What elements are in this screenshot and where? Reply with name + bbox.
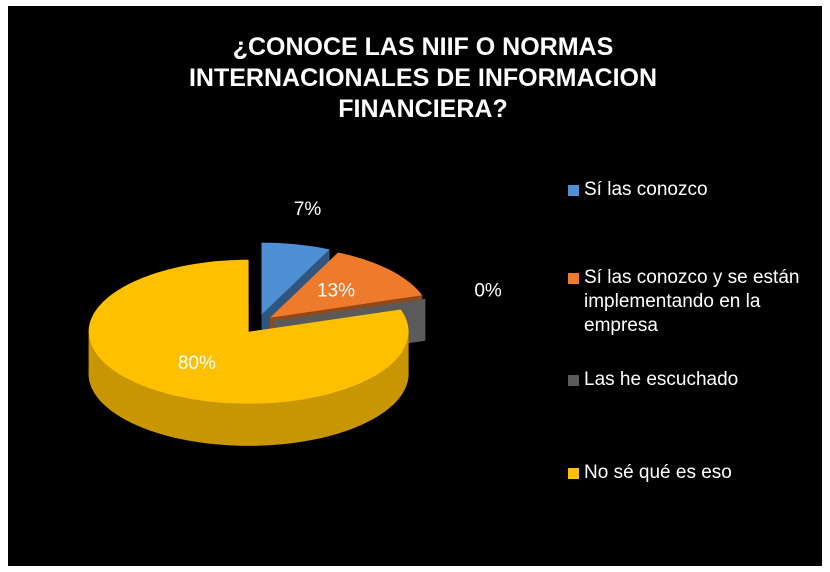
- legend-item: No sé qué es eso: [568, 461, 818, 485]
- legend-swatch: [568, 185, 579, 196]
- data-label: 13%: [317, 280, 355, 301]
- chart-title: ¿CONOCE LAS NIIF O NORMAS INTERNACIONALE…: [188, 33, 658, 123]
- slice: [88, 259, 409, 446]
- slice-top: [270, 252, 423, 318]
- legend-label: Sí las conozco y se están implementando …: [584, 267, 800, 336]
- plot: 7% 13% 0% 80%: [88, 199, 502, 446]
- legend-swatch: [568, 468, 579, 479]
- data-label: 7%: [294, 199, 322, 220]
- legend-swatch: [568, 273, 579, 284]
- slice-top: [261, 242, 330, 315]
- legend-label: Las he escuchado: [584, 369, 739, 390]
- legend-label: Sí las conozco: [584, 179, 708, 200]
- legend-label: No sé qué es eso: [584, 462, 732, 483]
- legend-item: Sí las conozco y se están implementando …: [568, 266, 818, 338]
- slice-side: [88, 331, 409, 446]
- slice-top: [88, 259, 409, 404]
- legend-item: Sí las conozco: [568, 178, 818, 202]
- legend-item: Las he escuchado: [568, 368, 818, 392]
- legend-swatch: [568, 375, 579, 386]
- data-label: 80%: [178, 353, 216, 374]
- data-label: 0%: [474, 281, 502, 302]
- chart: 7% 13% 0% 80% ¿CONOCE LAS NIIF O NORMAS INT…: [8, 6, 822, 566]
